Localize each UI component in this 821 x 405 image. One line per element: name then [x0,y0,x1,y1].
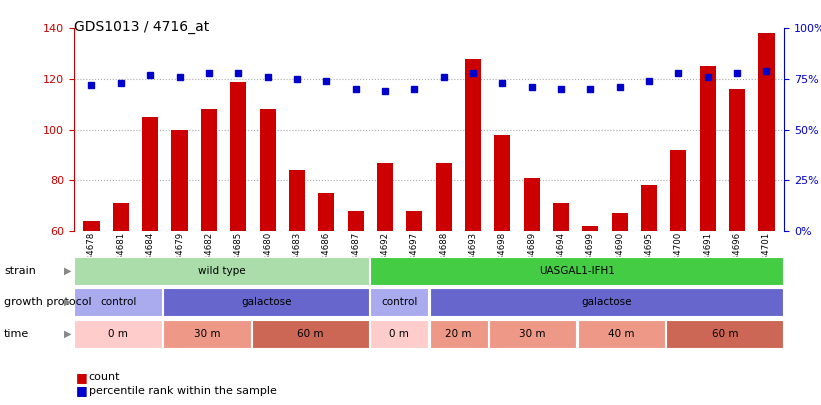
Bar [163,288,369,316]
Bar [406,211,422,383]
Text: 0 m: 0 m [389,329,410,339]
Bar [699,66,716,383]
Bar [759,33,774,383]
Text: count: count [89,373,120,382]
Bar [612,213,628,383]
Bar [75,288,162,316]
Text: galactose: galactose [581,297,632,307]
Text: control: control [100,297,136,307]
Text: strain: strain [4,266,36,276]
Bar [667,320,783,348]
Bar [370,320,429,348]
Bar [75,320,162,348]
Bar [370,257,783,285]
Bar [494,134,511,383]
Bar [259,109,276,383]
Bar [347,211,364,383]
Bar [553,203,569,383]
Text: ■: ■ [76,384,87,397]
Bar [641,185,657,383]
Text: galactose: galactose [241,297,291,307]
Bar [75,257,369,285]
Bar [252,320,369,348]
Bar [142,117,158,383]
Bar [429,288,783,316]
Bar [436,162,452,383]
Text: 60 m: 60 m [297,329,323,339]
Text: 20 m: 20 m [445,329,472,339]
Text: UASGAL1-IFH1: UASGAL1-IFH1 [539,266,615,276]
Bar [577,320,665,348]
Bar [488,320,576,348]
Text: ■: ■ [76,371,87,384]
Bar [429,320,488,348]
Bar [370,288,429,316]
Text: ▶: ▶ [63,329,71,339]
Bar [729,89,745,383]
Bar [201,109,217,383]
Text: wild type: wild type [198,266,245,276]
Text: control: control [381,297,418,307]
Bar [582,226,599,383]
Bar [172,130,188,383]
Bar [289,170,305,383]
Text: 30 m: 30 m [194,329,220,339]
Bar [112,203,129,383]
Bar [84,221,99,383]
Text: 40 m: 40 m [608,329,635,339]
Text: GDS1013 / 4716_at: GDS1013 / 4716_at [74,20,209,34]
Bar [230,81,246,383]
Text: time: time [4,329,30,339]
Bar [465,59,481,383]
Bar [524,178,539,383]
Text: 30 m: 30 m [520,329,546,339]
Bar [377,162,393,383]
Text: percentile rank within the sample: percentile rank within the sample [89,386,277,396]
Text: ▶: ▶ [63,266,71,276]
Bar [163,320,251,348]
Text: ▶: ▶ [63,297,71,307]
Text: growth protocol: growth protocol [4,297,92,307]
Text: 60 m: 60 m [712,329,738,339]
Bar [670,150,686,383]
Text: 0 m: 0 m [108,329,128,339]
Bar [319,193,334,383]
